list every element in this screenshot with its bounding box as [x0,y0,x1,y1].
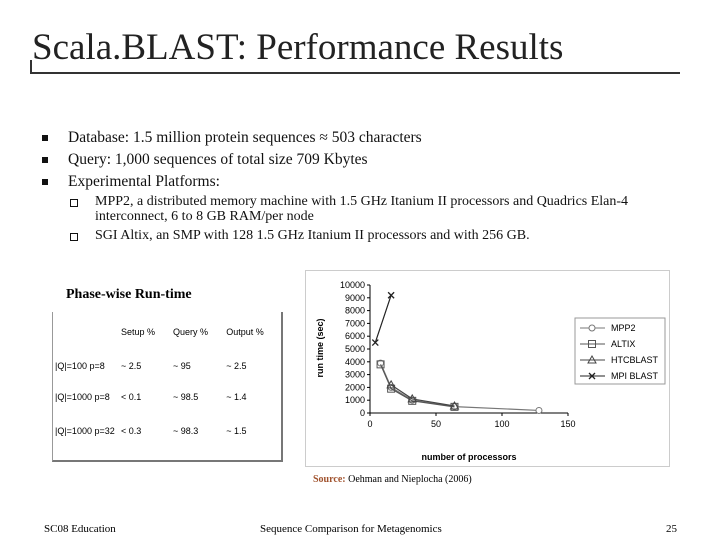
data-point [386,379,396,389]
bullet: Database: 1.5 million protein sequences … [68,129,422,146]
legend-marker [588,340,596,348]
data-point [387,291,395,299]
y-tick-label: 0 [360,408,365,418]
header-cell: Output % [226,327,264,337]
header-cell: Query % [172,327,208,337]
table-row: |Q|=1000 p=8 < 0.1 ~ 98.5 ~ 1.4 [53,380,281,414]
table-box: Setup % Query % Output % |Q|=100 p=8 ~ 2.… [52,312,283,462]
table: Setup % Query % Output % |Q|=100 p=8 ~ 2.… [53,312,281,448]
table-cell: ~ 95 [172,361,191,371]
series-line [380,364,455,408]
title-rule [30,72,680,74]
y-tick-label: 3000 [345,370,365,380]
legend-label: HTCBLAST [611,355,659,365]
title-rule-tick [30,60,32,74]
data-point [450,402,459,411]
table-cell: ~ 98.5 [172,392,199,402]
y-axis-label: run time (sec) [315,318,325,377]
y-tick-label: 1000 [345,395,365,405]
series-line [390,384,455,407]
data-point [376,360,385,369]
x-tick-label: 100 [494,419,509,429]
chart: run time (sec) number of processors 0 100… [305,270,670,467]
legend [574,317,666,385]
slide-title: Scala.BLAST: Performance Results [32,27,564,68]
table-cell: < 0.3 [121,426,142,436]
legend-label: MPI BLAST [611,371,659,381]
table-header: Setup % Query % Output % [53,312,281,352]
x-tick-label: 150 [560,419,575,429]
bullet-icon [42,157,48,163]
sub-bullet: SGI Altix, an SMP with 128 1.5 GHz Itani… [95,228,530,243]
table-cell: < 0.1 [121,392,142,402]
x-axis-label: number of processors [421,452,516,462]
x-tick-label: 0 [367,419,372,429]
legend-marker [588,324,596,332]
bullet: Query: 1,000 sequences of total size 709… [68,151,368,168]
sub-bullet-icon [70,233,78,241]
footer-center: Sequence Comparison for Metagenomics [260,523,442,535]
x-tick-label: 50 [431,419,441,429]
table-cell: |Q|=100 p=8 [55,361,105,371]
legend-marker [587,354,597,364]
bullet: Experimental Platforms: [68,173,220,190]
bullet-icon [42,135,48,141]
legend-marker [588,372,596,380]
table-cell: ~ 1.5 [226,426,247,436]
table-cell: |Q|=1000 p=32 [55,426,115,436]
series-line [380,362,539,412]
y-tick-label: 7000 [345,318,365,328]
y-tick-label: 6000 [345,331,365,341]
y-tick-label: 8000 [345,306,365,316]
sub-bullet-icon [70,199,78,207]
legend-label: ALTIX [611,339,635,349]
table-cell: ~ 98.3 [172,426,199,436]
data-point [371,339,379,347]
source-text: Oehman and Nieplocha (2006) [348,474,472,485]
table-row: |Q|=1000 p=32 < 0.3 ~ 98.3 ~ 1.5 [53,414,281,448]
table-title: Phase-wise Run-time [66,287,192,302]
y-tick-label: 2000 [345,382,365,392]
y-tick-label: 10000 [340,280,365,290]
series-line [374,295,392,343]
table-row: |Q|=100 p=8 ~ 2.5 ~ 95 ~ 2.5 [53,352,281,380]
legend-label: MPP2 [611,323,636,333]
table-cell: ~ 2.5 [121,361,142,371]
footer-right: 25 [666,523,677,535]
data-point [535,406,543,414]
y-tick-label: 5000 [345,344,365,354]
sub-bullet: MPP2, a distributed memory machine with … [95,194,629,224]
bullet-icon [42,179,48,185]
y-tick-label: 4000 [345,357,365,367]
table-cell: ~ 1.4 [226,392,247,402]
source-label: Source: [313,474,346,485]
source: Source: Oehman and Nieplocha (2006) [313,474,472,485]
header-cell: Setup % [121,327,156,337]
data-point [407,393,418,403]
table-cell: |Q|=1000 p=8 [55,392,110,402]
y-tick-label: 9000 [345,293,365,303]
chart-frame [305,270,670,467]
footer-left: SC08 Education [44,523,116,535]
data-point [449,400,460,410]
table-cell: ~ 2.5 [226,361,247,371]
